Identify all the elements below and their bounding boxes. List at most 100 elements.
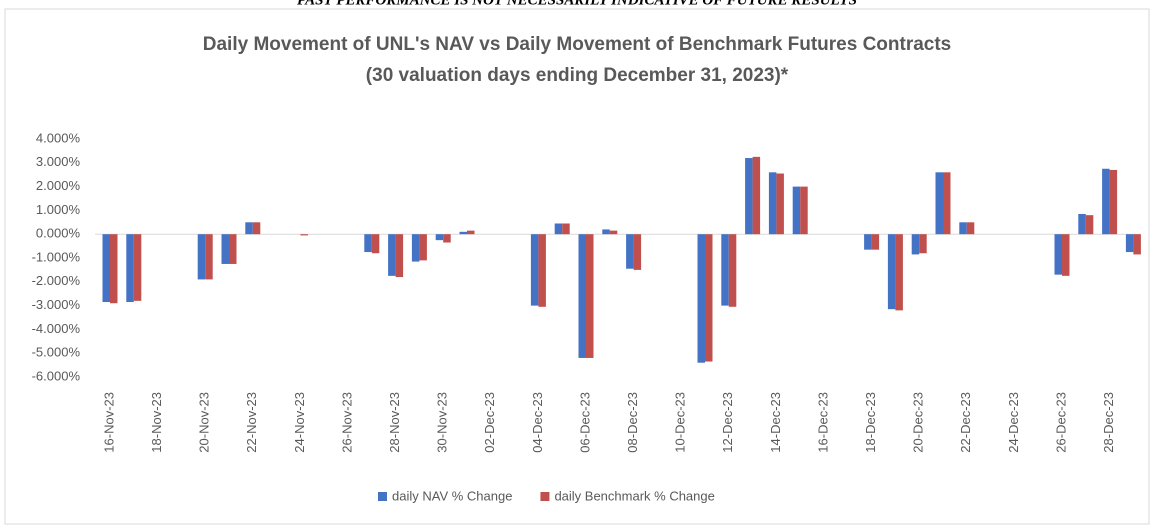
bar	[435, 234, 444, 241]
bar	[1054, 234, 1062, 275]
x-tick-label: 08-Dec-23	[625, 392, 640, 453]
bar	[245, 222, 253, 235]
bar	[959, 222, 967, 235]
bar	[633, 234, 642, 270]
bar	[697, 234, 705, 363]
bar	[1102, 168, 1110, 235]
bar	[1109, 169, 1118, 235]
bar	[229, 234, 237, 264]
y-tick-label: 0.000%	[36, 226, 81, 241]
bar	[871, 234, 880, 250]
bar	[887, 234, 896, 310]
x-tick-label: 28-Nov-23	[387, 392, 402, 453]
bar	[792, 186, 801, 235]
bar	[1062, 234, 1070, 276]
y-tick-label: -4.000%	[32, 321, 81, 336]
x-tick-label: 20-Nov-23	[197, 392, 212, 453]
y-tick-label: -1.000%	[32, 249, 81, 264]
legend-swatch	[378, 492, 387, 501]
x-tick-label: 10-Dec-23	[673, 392, 688, 453]
bar	[1125, 234, 1134, 253]
bar	[205, 234, 213, 280]
x-tick-label: 18-Nov-23	[149, 392, 164, 453]
x-tick-label: 24-Dec-23	[1006, 392, 1021, 453]
chart-border	[4, 8, 1150, 525]
chart-subtitle: (30 valuation days ending December 31, 2…	[366, 65, 789, 86]
bar	[126, 234, 134, 303]
bar	[609, 230, 618, 235]
bar	[935, 172, 943, 235]
y-tick-label: -2.000%	[32, 273, 81, 288]
bar	[102, 234, 110, 303]
bar	[364, 234, 372, 253]
chart-title: Daily Movement of UNL's NAV vs Daily Mov…	[203, 34, 952, 55]
bar	[705, 234, 713, 362]
y-tick-label: 4.000%	[36, 130, 81, 145]
x-tick-label: 26-Nov-23	[339, 392, 354, 453]
bar	[602, 229, 610, 235]
y-tick-label: 3.000%	[36, 154, 81, 169]
bar	[538, 234, 546, 307]
x-tick-label: 02-Dec-23	[482, 392, 497, 453]
bar	[1078, 213, 1086, 235]
bar	[864, 234, 872, 250]
bar	[895, 234, 903, 311]
bar	[626, 234, 634, 269]
bar	[300, 234, 308, 236]
bar	[1133, 234, 1141, 255]
x-tick-label: 26-Dec-23	[1053, 392, 1068, 453]
bar	[252, 222, 261, 235]
bar	[110, 234, 118, 304]
bar	[388, 234, 396, 276]
bar	[911, 234, 920, 255]
y-tick-label: 1.000%	[36, 202, 81, 217]
bar	[459, 231, 467, 235]
bar	[371, 234, 380, 254]
legend-label: daily NAV % Change	[392, 488, 512, 503]
bar	[728, 234, 737, 307]
bar	[395, 234, 404, 278]
bar	[943, 172, 951, 235]
x-tick-label: 20-Dec-23	[911, 392, 926, 453]
bar	[467, 230, 475, 235]
y-tick-label: -6.000%	[32, 368, 81, 383]
x-tick-label: 16-Dec-23	[815, 392, 830, 453]
bar	[752, 156, 761, 235]
bar	[221, 234, 229, 264]
bar	[554, 223, 563, 235]
y-tick-label: 2.000%	[36, 178, 81, 193]
bar	[800, 186, 808, 235]
x-tick-label: 14-Dec-23	[768, 392, 783, 453]
bar	[578, 234, 586, 358]
x-tick-label: 04-Dec-23	[530, 392, 545, 453]
y-tick-label: -5.000%	[32, 345, 81, 360]
bar	[745, 158, 753, 235]
x-tick-label: 22-Nov-23	[244, 392, 259, 453]
bar	[443, 234, 451, 243]
x-tick-label: 06-Dec-23	[577, 392, 592, 453]
x-tick-label: 28-Dec-23	[1101, 392, 1116, 453]
bar	[419, 234, 427, 261]
bar	[776, 173, 784, 235]
bar	[721, 234, 729, 306]
bar	[919, 234, 927, 254]
disclaimer: PAST PERFORMANCE IS NOT NECESSARILY INDI…	[297, 0, 857, 8]
bar	[966, 222, 975, 235]
y-tick-label: -3.000%	[32, 297, 81, 312]
legend-label: daily Benchmark % Change	[554, 488, 714, 503]
legend-swatch	[540, 492, 550, 501]
x-tick-label: 16-Nov-23	[101, 392, 116, 453]
bar	[1085, 215, 1094, 235]
x-tick-label: 12-Dec-23	[720, 392, 735, 453]
bar	[562, 223, 570, 235]
x-tick-label: 24-Nov-23	[292, 392, 307, 453]
x-tick-label: 18-Dec-23	[863, 392, 878, 453]
bar	[133, 234, 142, 301]
bar	[586, 234, 594, 358]
bar	[197, 234, 206, 280]
x-tick-label: 22-Dec-23	[958, 392, 973, 453]
bar	[530, 234, 539, 306]
bar	[411, 234, 420, 262]
bar	[768, 172, 777, 235]
